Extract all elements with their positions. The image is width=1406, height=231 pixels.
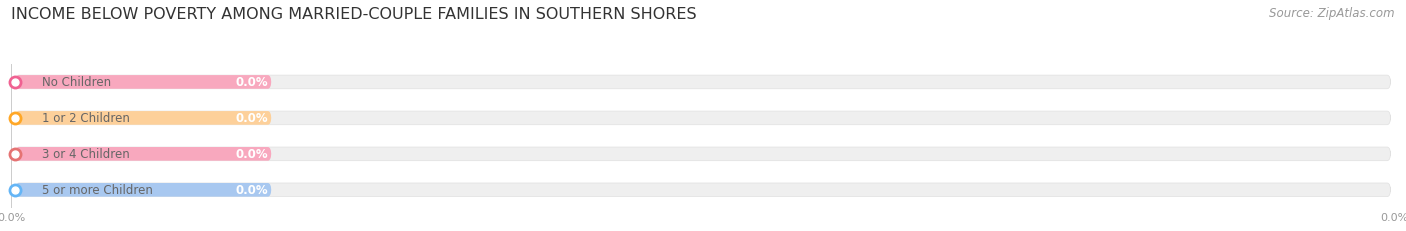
Text: No Children: No Children: [42, 76, 111, 89]
Text: 3 or 4 Children: 3 or 4 Children: [42, 148, 129, 161]
FancyBboxPatch shape: [15, 76, 271, 89]
Text: 0.0%: 0.0%: [236, 148, 269, 161]
Text: INCOME BELOW POVERTY AMONG MARRIED-COUPLE FAMILIES IN SOUTHERN SHORES: INCOME BELOW POVERTY AMONG MARRIED-COUPL…: [11, 7, 697, 22]
Text: Source: ZipAtlas.com: Source: ZipAtlas.com: [1270, 7, 1395, 20]
Text: 5 or more Children: 5 or more Children: [42, 183, 153, 197]
FancyBboxPatch shape: [15, 183, 271, 197]
Text: 0.0%: 0.0%: [236, 112, 269, 125]
FancyBboxPatch shape: [15, 183, 1391, 197]
FancyBboxPatch shape: [15, 147, 1391, 161]
FancyBboxPatch shape: [15, 112, 1391, 125]
Text: 1 or 2 Children: 1 or 2 Children: [42, 112, 129, 125]
FancyBboxPatch shape: [15, 147, 271, 161]
FancyBboxPatch shape: [15, 76, 1391, 89]
FancyBboxPatch shape: [15, 112, 271, 125]
Text: 0.0%: 0.0%: [236, 76, 269, 89]
Text: 0.0%: 0.0%: [236, 183, 269, 197]
